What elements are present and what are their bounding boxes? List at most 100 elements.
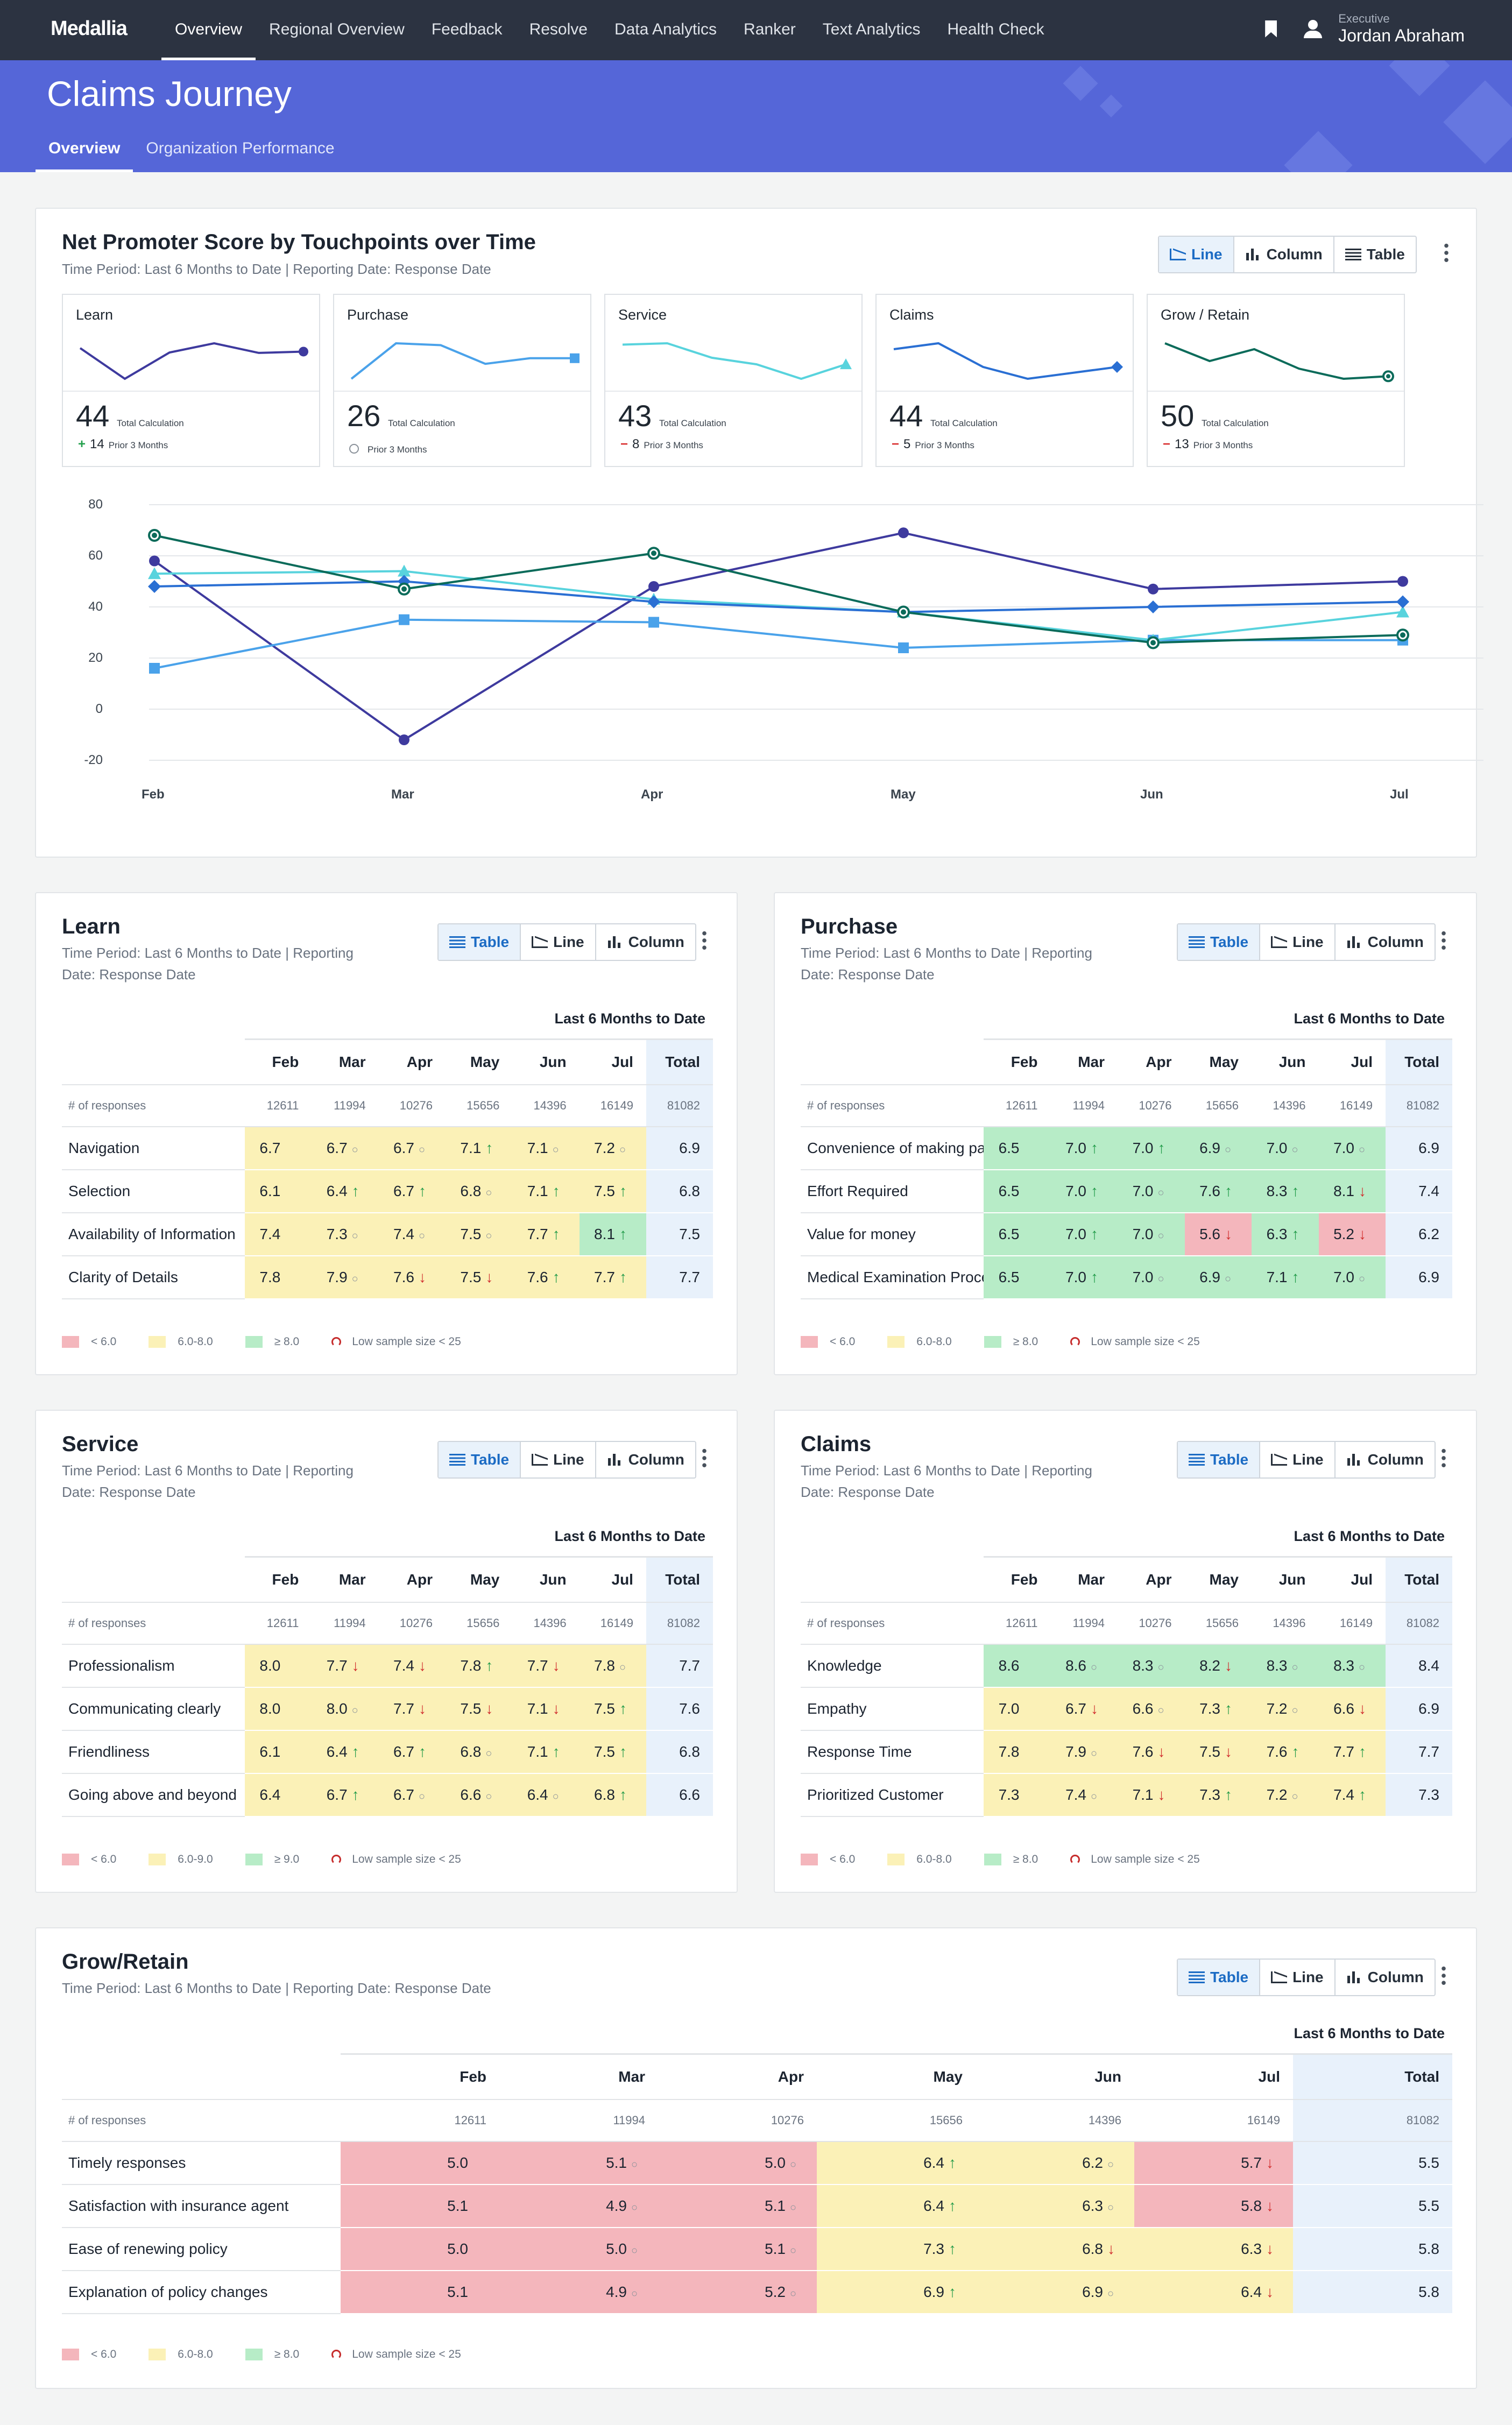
score-cell[interactable]: 7.7 ↑: [512, 1212, 580, 1256]
score-cell[interactable]: 6.9 ○: [1184, 1126, 1252, 1170]
score-cell[interactable]: 5.6 ↓: [1184, 1212, 1252, 1256]
score-cell[interactable]: 6.3 ○: [976, 2184, 1134, 2228]
score-cell[interactable]: 7.3 ↑: [1184, 1687, 1252, 1731]
column-view-button[interactable]: Column: [1334, 1442, 1435, 1477]
column-view-button[interactable]: Column: [1233, 237, 1333, 272]
score-cell[interactable]: 8.6: [984, 1644, 1051, 1688]
score-cell[interactable]: 6.5: [984, 1255, 1051, 1299]
score-cell[interactable]: 6.8 ↓: [976, 2227, 1134, 2271]
score-cell[interactable]: 6.7 ○: [378, 1773, 446, 1817]
bookmark-icon[interactable]: [1265, 20, 1277, 38]
score-cell[interactable]: 6.7 ↑: [378, 1730, 446, 1774]
score-cell[interactable]: 7.1 ○: [512, 1126, 580, 1170]
score-cell[interactable]: 6.9 ○: [1184, 1255, 1252, 1299]
score-cell[interactable]: 6.8 ○: [445, 1730, 513, 1774]
score-cell[interactable]: 6.8 ↑: [579, 1773, 646, 1817]
touchpoint-card[interactable]: Service 43 Total Calculation −8 Prior 3 Mont…: [604, 294, 863, 467]
score-cell[interactable]: 7.0 ○: [1118, 1212, 1185, 1256]
score-cell[interactable]: 5.1: [341, 2184, 499, 2228]
score-cell[interactable]: 5.0 ○: [658, 2141, 817, 2185]
score-cell[interactable]: 6.7: [245, 1126, 312, 1170]
score-cell[interactable]: 7.5 ↓: [1184, 1730, 1252, 1774]
medallia-logo[interactable]: Medallia: [51, 17, 128, 40]
score-cell[interactable]: 7.8: [984, 1730, 1051, 1774]
score-cell[interactable]: 6.5: [984, 1126, 1051, 1170]
score-cell[interactable]: 5.0: [341, 2227, 499, 2271]
score-cell[interactable]: 6.5: [984, 1212, 1051, 1256]
table-row[interactable]: Communicating clearly 8.0 8.0 ○ 7.7 ↓ 7.5 ↓ 7.1 ↓…: [62, 1687, 713, 1731]
more-options-icon[interactable]: [1442, 930, 1446, 951]
nav-overview[interactable]: Overview: [161, 0, 256, 60]
score-cell[interactable]: 7.8 ↑: [445, 1644, 513, 1688]
score-cell[interactable]: 7.4 ↓: [378, 1644, 446, 1688]
table-row[interactable]: Medical Examination Process6.57.0↑7.0○6.…: [801, 1255, 1452, 1299]
score-cell[interactable]: 6.6 ○: [1118, 1687, 1185, 1731]
nav-text-analytics[interactable]: Text Analytics: [822, 20, 921, 38]
score-cell[interactable]: 7.0 ↑: [1050, 1169, 1118, 1213]
score-cell[interactable]: 8.3 ○: [1252, 1644, 1319, 1688]
score-cell[interactable]: 7.5 ○: [445, 1212, 513, 1256]
column-view-button[interactable]: Column: [595, 924, 695, 960]
score-cell[interactable]: 6.9 ↑: [817, 2270, 976, 2314]
table-row[interactable]: Timely responses 5.0 5.1 ○ 5.0 ○ 6.4 ↑ 6.2 ○ 5.7 ↓ 5…: [62, 2141, 1452, 2185]
touchpoint-card[interactable]: Learn 44 Total Calculation +14 Prior 3 Month…: [62, 294, 320, 467]
score-cell[interactable]: 7.5 ↑: [579, 1169, 646, 1213]
score-cell[interactable]: 7.4 ○: [378, 1212, 446, 1256]
score-cell[interactable]: 6.7 ↑: [312, 1773, 379, 1817]
score-cell[interactable]: 7.1 ↓: [1118, 1773, 1185, 1817]
nav-data-analytics[interactable]: Data Analytics: [614, 20, 717, 38]
table-row[interactable]: Going above and beyond 6.4 6.7 ↑ 6.7 ○ 6.6 ○ 6.4…: [62, 1773, 713, 1817]
score-cell[interactable]: 8.1 ↓: [1318, 1169, 1386, 1213]
line-view-button[interactable]: Line: [1259, 1442, 1334, 1477]
tab-overview[interactable]: Overview: [36, 130, 133, 172]
score-cell[interactable]: 7.2 ○: [579, 1126, 646, 1170]
more-options-icon[interactable]: [702, 930, 706, 951]
table-view-button[interactable]: Table: [1178, 1960, 1260, 1995]
score-cell[interactable]: 7.0 ↑: [1050, 1255, 1118, 1299]
score-cell[interactable]: 5.7 ↓: [1134, 2141, 1293, 2185]
score-cell[interactable]: 7.1 ↑: [512, 1730, 580, 1774]
table-row[interactable]: Professionalism 8.0 7.7 ↓ 7.4 ↓ 7.8 ↑ 7.7 ↓ 7.8 ○ 7.…: [62, 1644, 713, 1688]
nav-feedback[interactable]: Feedback: [431, 20, 503, 38]
score-cell[interactable]: 6.4 ↑: [817, 2184, 976, 2228]
score-cell[interactable]: 5.1: [341, 2270, 499, 2314]
table-row[interactable]: Knowledge 8.6 8.6 ○ 8.3 ○ 8.2 ↓ 8.3 ○ 8.3 ○ 8.4: [801, 1644, 1452, 1688]
score-cell[interactable]: 7.2 ○: [1252, 1773, 1319, 1817]
score-cell[interactable]: 6.8 ○: [445, 1169, 513, 1213]
score-cell[interactable]: 7.7 ↓: [512, 1644, 580, 1688]
table-view-button[interactable]: Table: [1333, 237, 1416, 272]
score-cell[interactable]: 6.7 ↓: [1050, 1687, 1118, 1731]
table-view-button[interactable]: Table: [1178, 924, 1260, 960]
more-options-icon[interactable]: [1444, 242, 1449, 264]
score-cell[interactable]: 7.1 ↑: [445, 1126, 513, 1170]
score-cell[interactable]: 6.3 ↓: [1134, 2227, 1293, 2271]
score-cell[interactable]: 7.7 ↓: [378, 1687, 446, 1731]
score-cell[interactable]: 8.3 ↑: [1252, 1169, 1319, 1213]
score-cell[interactable]: 5.0: [341, 2141, 499, 2185]
score-cell[interactable]: 6.4 ↓: [1134, 2270, 1293, 2314]
score-cell[interactable]: 7.8: [245, 1255, 312, 1299]
table-view-button[interactable]: Table: [439, 1442, 520, 1477]
score-cell[interactable]: 7.7 ↑: [579, 1255, 646, 1299]
score-cell[interactable]: 8.0 ○: [312, 1687, 379, 1731]
table-row[interactable]: Clarity of Details 7.8 7.9 ○ 7.6 ↓ 7.5 ↓ 7.6 ↑ 7.7…: [62, 1255, 713, 1299]
score-cell[interactable]: 7.3 ↑: [1184, 1773, 1252, 1817]
score-cell[interactable]: 7.4 ↑: [1318, 1773, 1386, 1817]
score-cell[interactable]: 8.0: [245, 1644, 312, 1688]
nav-ranker[interactable]: Ranker: [744, 20, 796, 38]
score-cell[interactable]: 7.0 ↑: [1050, 1126, 1118, 1170]
score-cell[interactable]: 7.7 ↓: [312, 1644, 379, 1688]
score-cell[interactable]: 7.0 ↑: [1118, 1126, 1185, 1170]
score-cell[interactable]: 6.7 ○: [378, 1126, 446, 1170]
score-cell[interactable]: 7.9 ○: [312, 1255, 379, 1299]
table-row[interactable]: Prioritized Customer 7.3 7.4 ○ 7.1 ↓ 7.3 ↑ 7.2 ○ 7…: [801, 1773, 1452, 1817]
table-row[interactable]: Effort Required 6.5 7.0 ↑ 7.0 ○ 7.6 ↑ 8.3 ↑ 8.1 ↓ 7.…: [801, 1169, 1452, 1213]
score-cell[interactable]: 7.0 ○: [1318, 1126, 1386, 1170]
touchpoint-card[interactable]: Purchase 26 Total Calculation Prior 3 Month…: [333, 294, 591, 467]
score-cell[interactable]: 7.8 ○: [579, 1644, 646, 1688]
score-cell[interactable]: 6.4 ↑: [312, 1169, 379, 1213]
score-cell[interactable]: 8.3 ○: [1118, 1644, 1185, 1688]
score-cell[interactable]: 6.7 ○: [312, 1126, 379, 1170]
line-view-button[interactable]: Line: [1159, 237, 1233, 272]
score-cell[interactable]: 7.9 ○: [1050, 1730, 1118, 1774]
